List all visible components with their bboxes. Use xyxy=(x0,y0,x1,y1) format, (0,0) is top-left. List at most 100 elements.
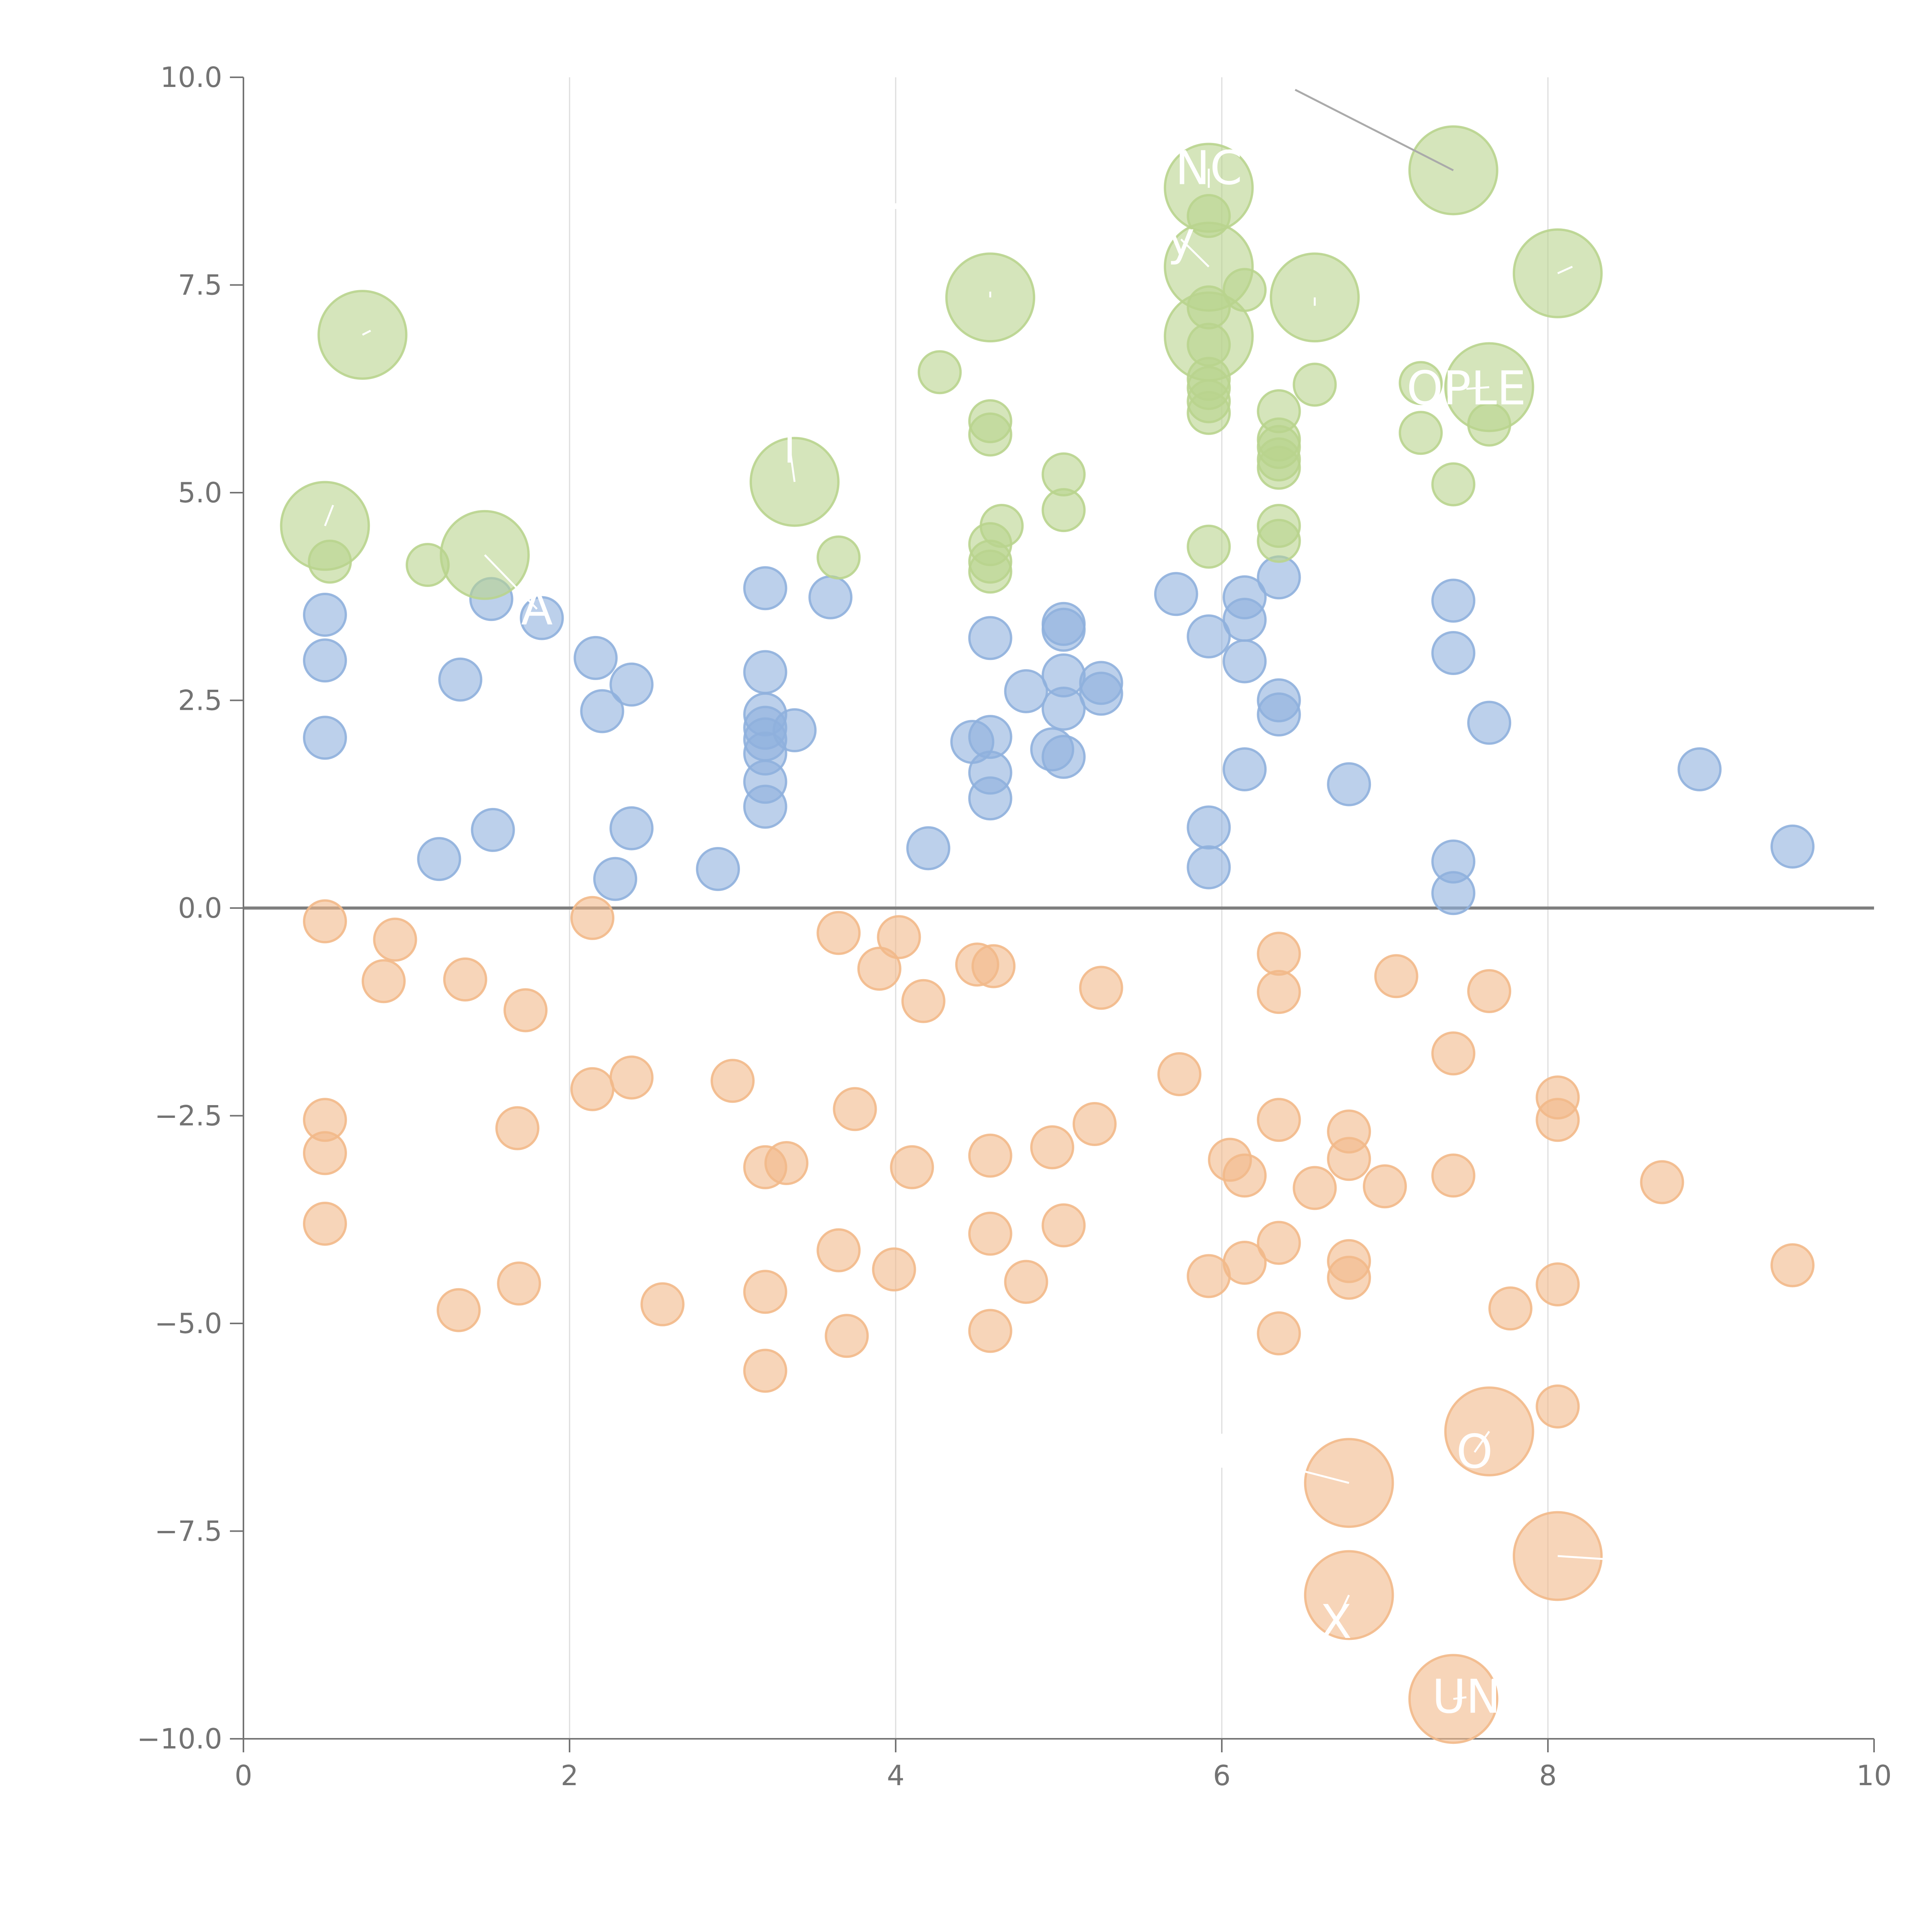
y-tick-label: −5.0 xyxy=(155,1307,222,1340)
blue-bubble xyxy=(580,689,624,733)
green-bubble xyxy=(1223,268,1267,312)
green-bubble xyxy=(816,535,861,580)
orange-bubble xyxy=(1640,1160,1684,1204)
green-bubble xyxy=(1431,462,1476,507)
annotation-leader xyxy=(1453,1696,1467,1700)
green-bubble xyxy=(1257,519,1301,563)
orange-bubble xyxy=(743,1349,787,1393)
y-tick-label: 2.5 xyxy=(178,684,222,717)
y-tick-label: 5.0 xyxy=(178,476,222,509)
blue-bubble xyxy=(743,784,787,829)
annotation-leader xyxy=(1335,1594,1350,1623)
orange-bubble xyxy=(495,1106,539,1150)
green-bubble xyxy=(968,549,1012,594)
leader-line xyxy=(1294,89,1454,172)
blue-bubble xyxy=(438,657,483,702)
orange-bubble xyxy=(1374,954,1418,998)
blue-bubble xyxy=(1041,607,1086,652)
y-tick-label: 0.0 xyxy=(178,892,222,924)
axes: 0 2 4 6 8 10 10.0 7.5 5.0 2.5 0.0 −2.5 −5.0 −7.5 −10.0 xyxy=(137,61,1891,1792)
annotation-leader xyxy=(484,554,538,610)
green-bubble xyxy=(1293,362,1337,407)
blue-bubble xyxy=(609,662,654,707)
y-tick-label: 7.5 xyxy=(178,269,222,301)
point-annotation: E xyxy=(1215,1425,1245,1479)
blue-bubble xyxy=(593,857,638,901)
orange-bubble xyxy=(1431,1153,1476,1198)
y-tick-label: −2.5 xyxy=(155,1100,222,1132)
point-annotation: UN xyxy=(1432,1670,1501,1724)
blue-bubble xyxy=(303,593,347,637)
blue-bubble xyxy=(1223,597,1267,642)
blue-bubble xyxy=(1187,614,1231,658)
point-annotation: NC xyxy=(1175,142,1242,196)
orange-bubble xyxy=(1467,969,1512,1013)
point-annotation: A xyxy=(521,582,553,636)
blue-bubble xyxy=(1154,572,1198,616)
orange-bubble xyxy=(443,957,487,1002)
leader-line xyxy=(324,505,334,526)
orange-bubble xyxy=(1257,1098,1301,1142)
leader-line xyxy=(1557,265,1573,274)
orange-bubble xyxy=(497,1261,541,1306)
orange-bubble xyxy=(1223,1241,1267,1285)
orange-bubble xyxy=(1223,1153,1267,1198)
blue-bubble xyxy=(1467,701,1512,745)
orange-bubble xyxy=(1327,1255,1371,1300)
blue-bubble xyxy=(609,806,654,850)
orange-bubble xyxy=(968,1133,1012,1178)
blue-bubble xyxy=(303,638,347,683)
blue-bubble xyxy=(1770,824,1815,869)
blue-bubble xyxy=(696,847,740,891)
orange-bubble xyxy=(303,1131,347,1175)
annotation-leader xyxy=(1466,386,1490,390)
y-tick-label: −10.0 xyxy=(137,1723,222,1755)
orange-bubble xyxy=(1257,932,1301,976)
blue-bubble xyxy=(968,776,1012,821)
orange-bubble xyxy=(816,911,861,955)
point-annotation: OPLE xyxy=(1406,362,1526,415)
orange-bubble xyxy=(971,944,1016,988)
orange-bubble xyxy=(1488,1286,1532,1331)
blue-bubble xyxy=(1187,805,1231,850)
green-bubble xyxy=(1398,361,1443,405)
orange-bubble xyxy=(303,899,347,944)
blue-bubble xyxy=(1223,747,1267,791)
orange-bubble xyxy=(1257,1311,1301,1355)
blue-bubble xyxy=(471,808,515,852)
annotation-leader-lines xyxy=(324,89,1622,1700)
point-annotation: l xyxy=(783,420,796,474)
blue-bubble xyxy=(743,566,787,611)
orange-bubble xyxy=(1030,1125,1075,1170)
blue-bubble xyxy=(1079,672,1123,716)
orange-bubble xyxy=(968,1309,1012,1353)
annotation-leader xyxy=(1180,238,1209,267)
orange-bubble xyxy=(361,959,406,1003)
orange-bubble xyxy=(609,1055,654,1100)
green-bubble xyxy=(1187,391,1231,435)
x-tick-label: 10 xyxy=(1856,1759,1892,1792)
x-tick-label: 0 xyxy=(235,1759,252,1792)
green-bubble xyxy=(1187,524,1231,569)
orange-bubble xyxy=(890,1145,934,1189)
orange-bubble xyxy=(872,1247,916,1292)
blue-bubble xyxy=(1041,735,1086,779)
green-bubble xyxy=(1257,446,1301,490)
annotation-leader xyxy=(1558,1555,1622,1561)
green-bubble xyxy=(1408,125,1498,216)
orange-bubble xyxy=(437,1288,481,1332)
blue-bubble xyxy=(1431,631,1476,675)
blue-bubble xyxy=(772,708,817,752)
orange-bubble xyxy=(816,1228,861,1272)
green-bubble xyxy=(917,350,962,395)
blue-bubble xyxy=(1431,871,1476,915)
blue-bubble xyxy=(417,837,461,881)
orange-bubble xyxy=(764,1141,809,1185)
orange-bubble xyxy=(303,1202,347,1246)
orange-bubble xyxy=(743,1270,787,1314)
orange-bubble xyxy=(968,1211,1012,1256)
orange-bubble xyxy=(1004,1260,1048,1304)
blue-bubble xyxy=(573,636,618,680)
point-annotation: . xyxy=(888,167,903,220)
